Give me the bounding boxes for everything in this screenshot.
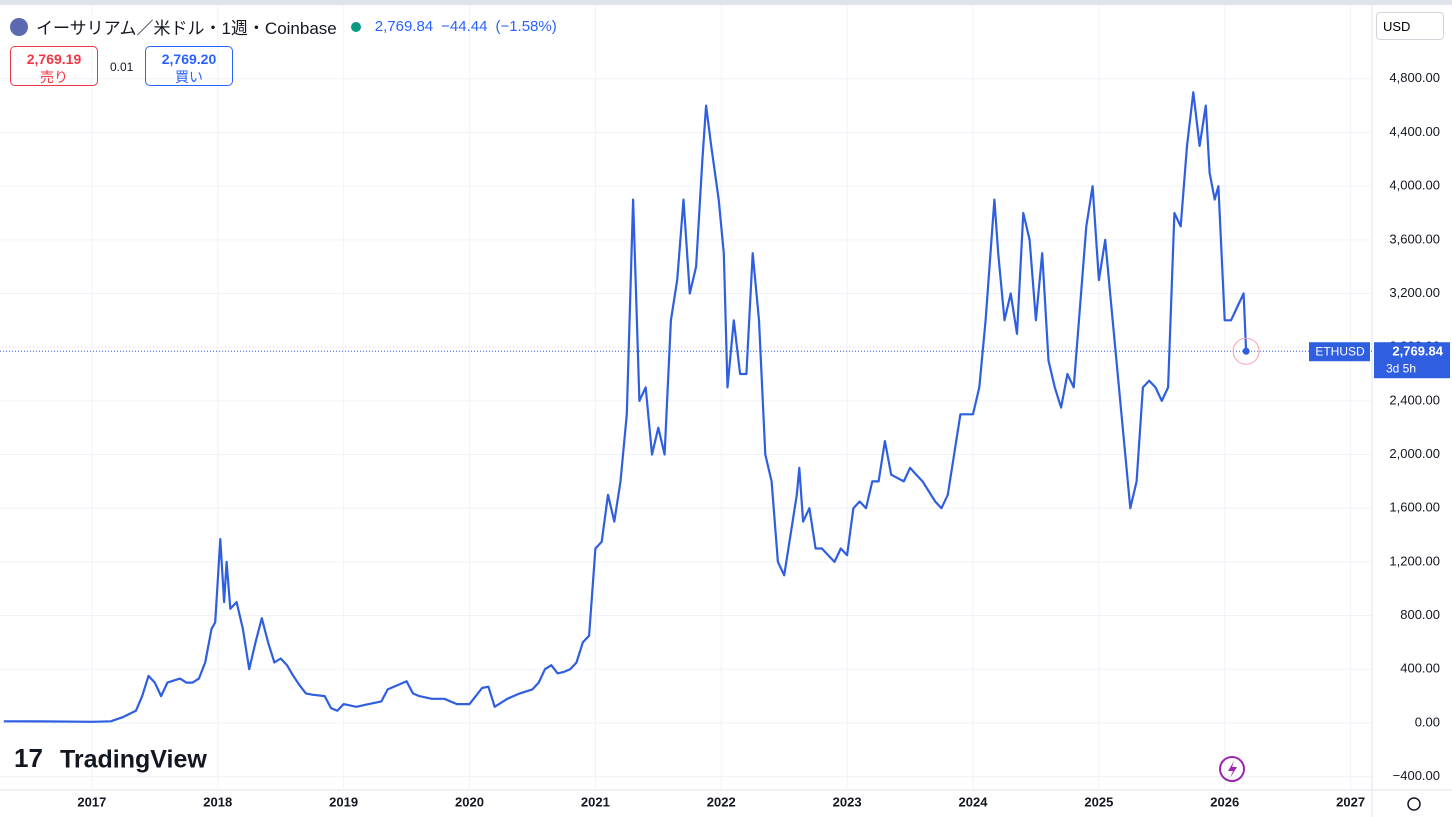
x-tick-label: 2024 (959, 794, 989, 809)
y-tick-label: 4,400.00 (1389, 124, 1440, 139)
sell-label: 売り (40, 69, 68, 85)
title: イーサリアム／米ドル・1週・Coinbase (36, 19, 337, 38)
change: −44.44 (441, 18, 488, 35)
x-tick-label: 2026 (1210, 794, 1239, 809)
top-bar (0, 0, 1452, 5)
logo-mark: 17 (14, 743, 43, 773)
flash-bolt (1228, 761, 1237, 778)
price-badge (1374, 342, 1450, 379)
symbol-label: ETHUSD (1315, 344, 1365, 358)
x-tick-label: 2023 (833, 794, 862, 809)
change-pct: (−1.58%) (495, 18, 557, 35)
y-tick-label: 4,000.00 (1389, 178, 1440, 193)
header: イーサリアム／米ドル・1週・Coinbase 2,769.84 −44.44 (… (10, 14, 557, 39)
buy-label: 買い (175, 69, 203, 85)
x-tick-label: 2021 (581, 794, 610, 809)
x-tick-label: 2027 (1336, 794, 1365, 809)
y-tick-label: 3,200.00 (1389, 285, 1440, 300)
settings-icon[interactable] (1407, 797, 1421, 811)
x-tick-label: 2020 (455, 794, 484, 809)
x-tick-label: 2019 (329, 794, 358, 809)
y-tick-label: 0.00 (1415, 714, 1440, 729)
last-price-label: 2,769.84 (1392, 344, 1443, 359)
y-tick-label: 3,600.00 (1389, 231, 1440, 246)
brand: TradingView (60, 746, 207, 774)
y-tick-label: 800.00 (1400, 607, 1440, 622)
price: 2,769.84 (374, 18, 434, 35)
x-tick-label: 2025 (1084, 794, 1113, 809)
y-tick-label: 1,200.00 (1389, 553, 1440, 568)
buy-price: 2,769.20 (161, 51, 217, 67)
spread: 0.01 (110, 60, 134, 74)
y-tick-label: 2,000.00 (1389, 446, 1440, 461)
y-tick-label: 400.00 (1400, 661, 1440, 676)
x-tick-label: 2017 (77, 794, 106, 809)
sell-price: 2,769.19 (26, 51, 82, 67)
y-tick-label: 4,800.00 (1389, 70, 1440, 85)
symbol-badge (1309, 342, 1370, 362)
flash-icon[interactable] (1219, 756, 1245, 782)
currency-select[interactable]: USD (1376, 12, 1444, 40)
sell-button[interactable]: 2,769.19 売り (10, 46, 98, 86)
last-point-halo (1232, 337, 1260, 365)
last-point (1242, 347, 1250, 355)
x-tick-label: 2018 (203, 794, 232, 809)
status-dot (350, 21, 361, 32)
y-tick-label: −400.00 (1393, 768, 1440, 783)
eth-icon (10, 17, 28, 36)
buy-button[interactable]: 2,769.20 買い (145, 46, 233, 86)
x-tick-label: 2022 (707, 794, 736, 809)
y-tick-label: 2,400.00 (1389, 392, 1440, 407)
countdown: 3d 5h (1386, 361, 1416, 375)
y-tick-label: 1,600.00 (1389, 500, 1440, 515)
price-line (3, 91, 1248, 723)
